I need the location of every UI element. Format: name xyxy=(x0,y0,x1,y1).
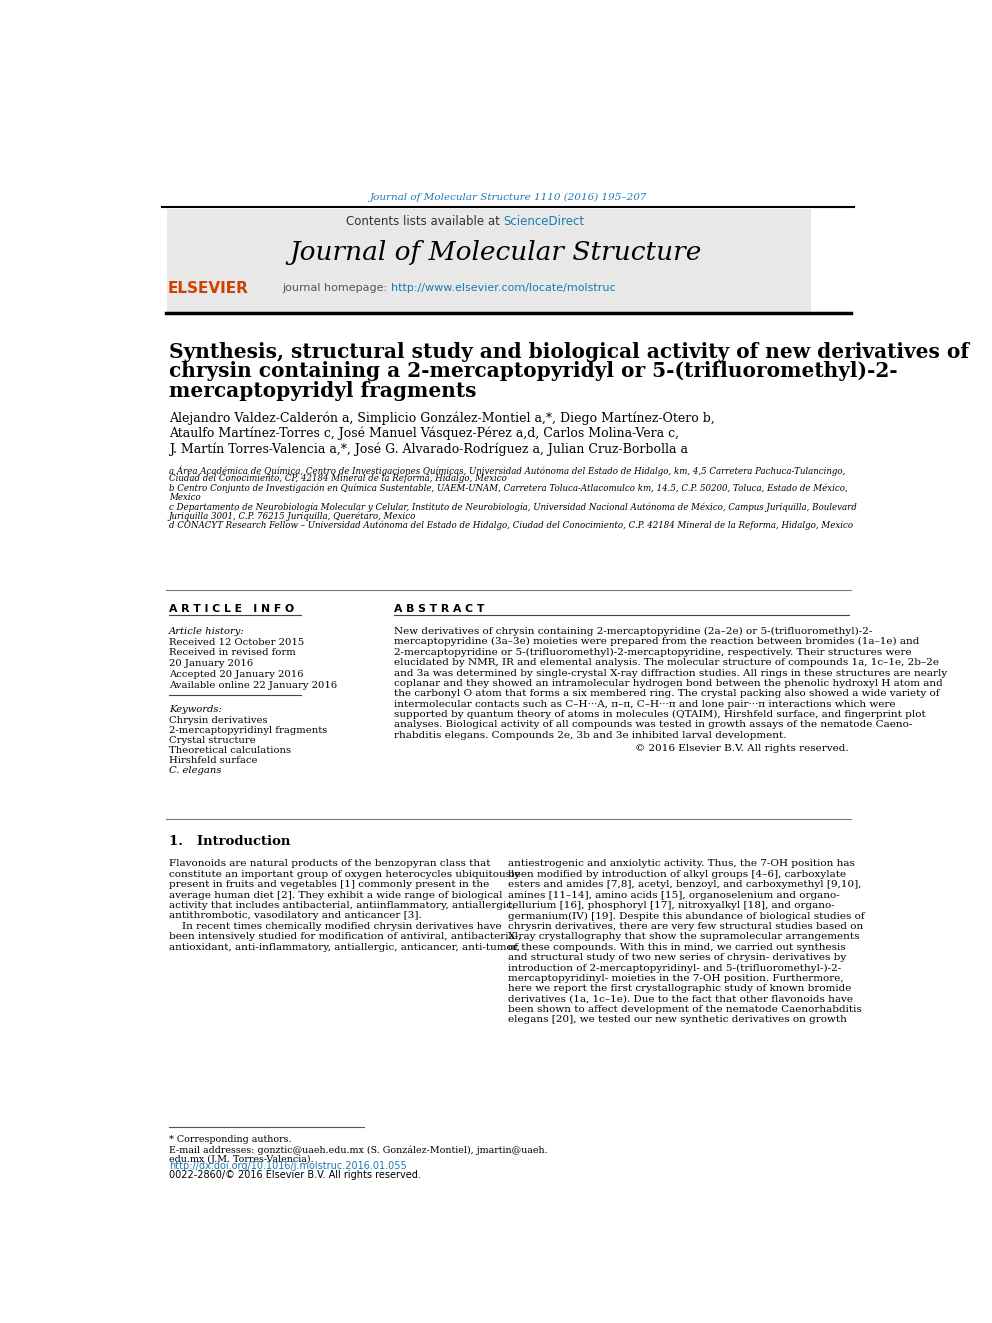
Text: coplanar and they showed an intramolecular hydrogen bond between the phenolic hy: coplanar and they showed an intramolecul… xyxy=(394,679,942,688)
Text: journal homepage:: journal homepage: xyxy=(283,283,392,294)
Text: http://www.elsevier.com/locate/molstruc: http://www.elsevier.com/locate/molstruc xyxy=(392,283,616,294)
Text: antithrombotic, vasodilatory and anticancer [3].: antithrombotic, vasodilatory and antican… xyxy=(169,912,422,921)
Text: In recent times chemically modified chrysin derivatives have: In recent times chemically modified chry… xyxy=(169,922,502,931)
Text: mercaptopyridyl fragments: mercaptopyridyl fragments xyxy=(169,381,476,401)
Text: New derivatives of chrysin containing 2-mercaptopyridine (2a–2e) or 5-(trifluoro: New derivatives of chrysin containing 2-… xyxy=(394,627,872,636)
Text: and 3a was determined by single-crystal X-ray diffraction studies. All rings in : and 3a was determined by single-crystal … xyxy=(394,668,947,677)
Text: 2-mercaptopyridinyl fragments: 2-mercaptopyridinyl fragments xyxy=(169,726,327,736)
Text: 1.   Introduction: 1. Introduction xyxy=(169,835,291,848)
Text: antioxidant, anti-inflammatory, antiallergic, anticancer, anti-tumor,: antioxidant, anti-inflammatory, antialle… xyxy=(169,942,520,951)
Text: http://dx.doi.org/10.1016/j.molstruc.2016.01.055: http://dx.doi.org/10.1016/j.molstruc.201… xyxy=(169,1162,407,1171)
Text: intermolecular contacts such as C–H···A, π–π, C–H···π and lone pair···π interact: intermolecular contacts such as C–H···A,… xyxy=(394,700,895,709)
Text: 20 January 2016: 20 January 2016 xyxy=(169,659,253,668)
Text: been intensively studied for modification of antiviral, antibacterial,: been intensively studied for modificatio… xyxy=(169,933,521,941)
Text: of these compounds. With this in mind, we carried out synthesis: of these compounds. With this in mind, w… xyxy=(509,942,846,951)
Text: Article history:: Article history: xyxy=(169,627,245,636)
Text: Chrysin derivatives: Chrysin derivatives xyxy=(169,716,268,725)
Text: chrysin containing a 2-mercaptopyridyl or 5-(trifluoromethyl)-2-: chrysin containing a 2-mercaptopyridyl o… xyxy=(169,361,898,381)
Text: d CONACYT Research Fellow – Universidad Autónoma del Estado de Hidalgo, Ciudad d: d CONACYT Research Fellow – Universidad … xyxy=(169,521,853,531)
Text: Hirshfeld surface: Hirshfeld surface xyxy=(169,757,258,765)
Text: Journal of Molecular Structure 1110 (2016) 195–207: Journal of Molecular Structure 1110 (201… xyxy=(370,193,647,202)
Text: tellurium [16], phosphoryl [17], nitroxyalkyl [18], and organo-: tellurium [16], phosphoryl [17], nitroxy… xyxy=(509,901,835,910)
Text: * Corresponding authors.: * Corresponding authors. xyxy=(169,1135,292,1144)
Text: elegans [20], we tested our new synthetic derivatives on growth: elegans [20], we tested our new syntheti… xyxy=(509,1015,847,1024)
Text: A R T I C L E   I N F O: A R T I C L E I N F O xyxy=(169,603,294,614)
Text: introduction of 2-mercaptopyridinyl- and 5-(trifluoromethyl-)-2-: introduction of 2-mercaptopyridinyl- and… xyxy=(509,963,841,972)
Text: Alejandro Valdez-Calderón a, Simplicio González-Montiel a,*, Diego Martínez-Oter: Alejandro Valdez-Calderón a, Simplicio G… xyxy=(169,411,714,425)
Text: derivatives (1a, 1c–1e). Due to the fact that other flavonoids have: derivatives (1a, 1c–1e). Due to the fact… xyxy=(509,995,853,1004)
Text: Synthesis, structural study and biological activity of new derivatives of: Synthesis, structural study and biologic… xyxy=(169,343,969,363)
Text: here we report the first crystallographic study of known bromide: here we report the first crystallographi… xyxy=(509,984,852,994)
Text: the carbonyl O atom that forms a six membered ring. The crystal packing also sho: the carbonyl O atom that forms a six mem… xyxy=(394,689,939,699)
Text: 0022-2860/© 2016 Elsevier B.V. All rights reserved.: 0022-2860/© 2016 Elsevier B.V. All right… xyxy=(169,1170,421,1180)
Text: elucidated by NMR, IR and elemental analysis. The molecular structure of compoun: elucidated by NMR, IR and elemental anal… xyxy=(394,658,938,667)
Text: C. elegans: C. elegans xyxy=(169,766,221,775)
Text: Flavonoids are natural products of the benzopyran class that: Flavonoids are natural products of the b… xyxy=(169,860,490,868)
Text: average human diet [2]. They exhibit a wide range of biological: average human diet [2]. They exhibit a w… xyxy=(169,890,503,900)
Text: constitute an important group of oxygen heterocycles ubiquitously: constitute an important group of oxygen … xyxy=(169,869,520,878)
Text: antiestrogenic and anxiolytic activity. Thus, the 7-OH position has: antiestrogenic and anxiolytic activity. … xyxy=(509,860,855,868)
Text: been modified by introduction of alkyl groups [4–6], carboxylate: been modified by introduction of alkyl g… xyxy=(509,869,846,878)
Text: mercaptopyridine (3a–3e) moieties were prepared from the reaction between bromid: mercaptopyridine (3a–3e) moieties were p… xyxy=(394,638,919,647)
Text: been shown to affect development of the nematode Caenorhabditis: been shown to affect development of the … xyxy=(509,1005,862,1013)
Text: Juriquilla 3001, C.P. 76215 Juriquilla, Querétaro, Mexico: Juriquilla 3001, C.P. 76215 Juriquilla, … xyxy=(169,512,417,521)
Text: Keywords:: Keywords: xyxy=(169,705,222,714)
Text: ELSEVIER: ELSEVIER xyxy=(168,280,248,295)
Text: a Área Académica de Química, Centro de Investigaciones Químicas, Universidad Aut: a Área Académica de Química, Centro de I… xyxy=(169,466,845,476)
Text: Theoretical calculations: Theoretical calculations xyxy=(169,746,291,755)
Text: and structural study of two new series of chrysin- derivatives by: and structural study of two new series o… xyxy=(509,953,846,962)
Bar xyxy=(167,209,811,312)
Text: A B S T R A C T: A B S T R A C T xyxy=(394,603,484,614)
Text: mercaptopyridinyl- moieties in the 7-OH position. Furthermore,: mercaptopyridinyl- moieties in the 7-OH … xyxy=(509,974,844,983)
Text: Contents lists available at: Contents lists available at xyxy=(346,216,504,229)
Text: edu.mx (J.M. Torres-Valencia).: edu.mx (J.M. Torres-Valencia). xyxy=(169,1155,313,1164)
Text: Ataulfo Martínez-Torres c, José Manuel Vásquez-Pérez a,d, Carlos Molina-Vera c,: Ataulfo Martínez-Torres c, José Manuel V… xyxy=(169,427,679,441)
Text: present in fruits and vegetables [1] commonly present in the: present in fruits and vegetables [1] com… xyxy=(169,880,489,889)
Text: Accepted 20 January 2016: Accepted 20 January 2016 xyxy=(169,669,304,679)
Text: Mexico: Mexico xyxy=(169,493,200,501)
Text: chrysrin derivatives, there are very few structural studies based on: chrysrin derivatives, there are very few… xyxy=(509,922,864,931)
Text: Available online 22 January 2016: Available online 22 January 2016 xyxy=(169,681,337,689)
Text: c Departamento de Neurobiología Molecular y Celular, Instituto de Neurobiología,: c Departamento de Neurobiología Molecula… xyxy=(169,503,857,512)
Text: Received 12 October 2015: Received 12 October 2015 xyxy=(169,638,305,647)
Text: activity that includes antibacterial, antiinflammatory, antiallergic,: activity that includes antibacterial, an… xyxy=(169,901,515,910)
Text: E-mail addresses: gonztic@uaeh.edu.mx (S. González-Montiel), jmartin@uaeh.: E-mail addresses: gonztic@uaeh.edu.mx (S… xyxy=(169,1146,548,1155)
Text: J. Martín Torres-Valencia a,*, José G. Alvarado-Rodríguez a, Julian Cruz-Borboll: J. Martín Torres-Valencia a,*, José G. A… xyxy=(169,442,687,455)
Text: Ciudad del Conocimiento, CP, 42184 Mineral de la Reforma, Hidalgo, Mexico: Ciudad del Conocimiento, CP, 42184 Miner… xyxy=(169,475,507,483)
Text: X-ray crystallography that show the supramolecular arrangements: X-ray crystallography that show the supr… xyxy=(509,933,860,941)
Text: Journal of Molecular Structure: Journal of Molecular Structure xyxy=(290,241,702,265)
Text: © 2016 Elsevier B.V. All rights reserved.: © 2016 Elsevier B.V. All rights reserved… xyxy=(635,745,848,753)
Text: Crystal structure: Crystal structure xyxy=(169,737,256,745)
Text: ScienceDirect: ScienceDirect xyxy=(504,216,585,229)
Text: 2-mercaptopyridine or 5-(trifluoromethyl)-2-mercaptopyridine, respectively. Thei: 2-mercaptopyridine or 5-(trifluoromethyl… xyxy=(394,648,912,656)
Text: analyses. Biological activity of all compounds was tested in growth assays of th: analyses. Biological activity of all com… xyxy=(394,721,912,729)
Text: rhabditis elegans. Compounds 2e, 3b and 3e inhibited larval development.: rhabditis elegans. Compounds 2e, 3b and … xyxy=(394,730,787,740)
Text: germanium(IV) [19]. Despite this abundance of biological studies of: germanium(IV) [19]. Despite this abundan… xyxy=(509,912,865,921)
Text: supported by quantum theory of atoms in molecules (QTAIM), Hirshfeld surface, an: supported by quantum theory of atoms in … xyxy=(394,710,926,720)
Text: b Centro Conjunto de Investigación en Química Sustentable, UAEM-UNAM, Carretera : b Centro Conjunto de Investigación en Qu… xyxy=(169,484,848,493)
Text: amines [11–14], amino acids [15], organoselenium and organo-: amines [11–14], amino acids [15], organo… xyxy=(509,890,840,900)
Text: Received in revised form: Received in revised form xyxy=(169,648,296,658)
Text: esters and amides [7,8], acetyl, benzoyl, and carboxymethyl [9,10],: esters and amides [7,8], acetyl, benzoyl… xyxy=(509,880,862,889)
